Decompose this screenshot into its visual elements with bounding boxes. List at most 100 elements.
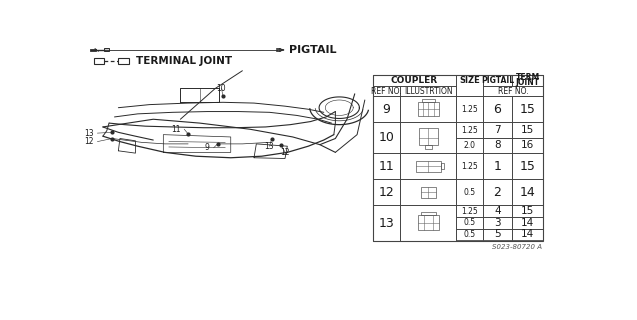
- Text: 16: 16: [521, 140, 534, 150]
- Text: 15: 15: [521, 206, 534, 216]
- Bar: [512, 179, 543, 205]
- Text: 3: 3: [494, 218, 501, 228]
- Bar: [373, 179, 401, 205]
- Bar: [512, 228, 543, 240]
- Bar: [456, 153, 483, 179]
- Text: REF NO.: REF NO.: [371, 87, 402, 96]
- Bar: [373, 153, 401, 179]
- Text: 1.25: 1.25: [461, 125, 478, 134]
- Text: 10: 10: [217, 84, 226, 93]
- Text: REF NO.: REF NO.: [497, 87, 528, 96]
- Text: 12: 12: [84, 137, 94, 146]
- Text: 12: 12: [280, 148, 290, 157]
- Bar: [118, 58, 129, 64]
- Text: 0.5: 0.5: [463, 218, 475, 227]
- Bar: [483, 179, 512, 205]
- Text: 1.25: 1.25: [461, 162, 478, 171]
- Bar: [416, 161, 441, 172]
- Bar: [483, 75, 512, 86]
- Bar: [424, 145, 433, 148]
- Bar: [512, 217, 543, 228]
- Text: TERMINAL JOINT: TERMINAL JOINT: [136, 56, 233, 66]
- Bar: [373, 205, 401, 241]
- Text: 9: 9: [205, 143, 210, 152]
- Text: 14: 14: [521, 218, 534, 228]
- Text: TERM: TERM: [515, 73, 540, 82]
- Bar: [483, 122, 512, 138]
- Bar: [401, 153, 456, 179]
- Bar: [456, 96, 483, 122]
- Bar: [456, 75, 483, 96]
- Text: 0.5: 0.5: [463, 230, 475, 239]
- Bar: [456, 179, 483, 205]
- Bar: [417, 215, 440, 230]
- Bar: [104, 48, 109, 52]
- Bar: [373, 122, 401, 153]
- Text: 0.5: 0.5: [463, 188, 475, 197]
- Text: 1.25: 1.25: [461, 207, 478, 216]
- Bar: [373, 75, 543, 241]
- Bar: [401, 86, 456, 96]
- Text: 13: 13: [265, 142, 275, 151]
- Text: 11: 11: [378, 160, 394, 173]
- Bar: [417, 102, 440, 116]
- Bar: [401, 122, 456, 153]
- Text: 1: 1: [494, 160, 501, 173]
- Bar: [420, 212, 436, 215]
- Bar: [512, 96, 543, 122]
- Bar: [456, 228, 483, 240]
- Bar: [422, 99, 434, 102]
- Text: 13: 13: [378, 217, 394, 230]
- Text: S023-80720 A: S023-80720 A: [492, 244, 542, 250]
- Bar: [373, 75, 456, 86]
- Bar: [512, 138, 543, 153]
- Bar: [483, 228, 512, 240]
- Text: 15: 15: [520, 103, 536, 116]
- Text: 14: 14: [520, 186, 536, 199]
- Text: JOINT: JOINT: [515, 78, 540, 87]
- Bar: [94, 58, 104, 64]
- Bar: [441, 163, 444, 169]
- Bar: [420, 187, 436, 198]
- Text: SIZE: SIZE: [459, 76, 480, 85]
- Bar: [401, 96, 456, 122]
- Text: 2: 2: [494, 186, 501, 199]
- Text: 11: 11: [171, 125, 180, 134]
- Text: 4: 4: [494, 206, 501, 216]
- Bar: [512, 122, 543, 138]
- Text: PIGTAIL: PIGTAIL: [481, 76, 514, 85]
- Text: 5: 5: [494, 229, 501, 239]
- Bar: [373, 96, 401, 122]
- Bar: [483, 205, 512, 217]
- Text: 14: 14: [521, 229, 534, 239]
- Bar: [483, 86, 543, 96]
- Text: 6: 6: [494, 103, 501, 116]
- Text: 9: 9: [383, 103, 390, 116]
- Bar: [401, 179, 456, 205]
- Bar: [512, 75, 543, 86]
- Bar: [456, 138, 483, 153]
- Text: 1.25: 1.25: [461, 105, 478, 114]
- Text: 13: 13: [84, 129, 94, 138]
- Bar: [512, 205, 543, 217]
- Text: ILLUSTRTION: ILLUSTRTION: [404, 87, 453, 96]
- Text: 15: 15: [520, 160, 536, 173]
- Text: 7: 7: [494, 125, 501, 135]
- Bar: [419, 128, 438, 145]
- Text: 10: 10: [378, 131, 394, 144]
- Text: 2.0: 2.0: [464, 141, 475, 150]
- Bar: [456, 122, 483, 138]
- Bar: [456, 205, 483, 217]
- Text: PIGTAIL: PIGTAIL: [289, 45, 336, 55]
- Bar: [483, 138, 512, 153]
- Text: 8: 8: [494, 140, 501, 150]
- Bar: [373, 86, 401, 96]
- Bar: [456, 217, 483, 228]
- Bar: [401, 205, 456, 241]
- Bar: [483, 153, 512, 179]
- Text: 15: 15: [521, 125, 534, 135]
- Text: 12: 12: [378, 186, 394, 199]
- Bar: [483, 217, 512, 228]
- Bar: [483, 96, 512, 122]
- Bar: [512, 153, 543, 179]
